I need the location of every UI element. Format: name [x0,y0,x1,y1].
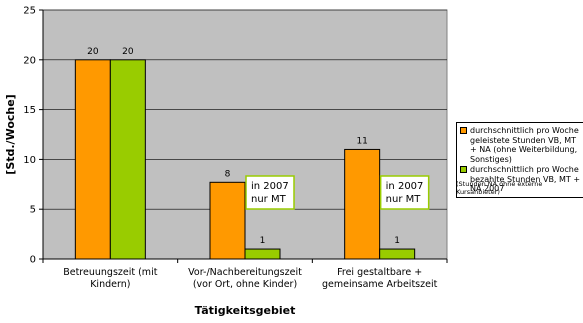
x-tick-label: gemeinsame Arbeitszeit [322,279,438,290]
data-label: 20 [122,47,134,57]
y-tick-label: 0 [30,255,36,266]
legend-item: durchschnittlich pro Woche bezahlte Stun… [460,165,582,194]
x-axis-title: Tätigkeitsgebiet [195,304,296,317]
data-label: 1 [394,236,400,246]
x-tick-label: Vor-/Nachbereitungszeit [188,267,302,278]
x-tick-label: (vor Ort, ohne Kinder) [193,279,297,290]
legend-swatch [460,127,467,134]
y-tick-label: 20 [23,55,36,66]
bar [344,148,381,260]
bar [379,248,416,260]
annotation-text: in 2007 [386,181,424,192]
footnote: (Stunden NA ohne externe Kursanbieter) [456,180,543,196]
legend-label: durchschnittlich pro Woche geleistete St… [470,126,579,164]
annotation-text: in 2007 [251,181,289,192]
annotation-box [379,175,430,210]
x-tick-label: Betreuungszeit (mit [63,267,157,278]
bar [209,181,246,260]
legend-label: durchschnittlich pro Woche bezahlte Stun… [470,165,581,193]
annotation-callout: in 2007 nur MT [245,175,295,210]
bar [74,59,111,260]
y-tick-label: 5 [30,205,36,216]
bar [244,248,281,260]
x-tick-label: Frei gestaltbare + [337,267,422,278]
bars [74,59,416,260]
data-label: 1 [260,236,266,246]
data-label: 11 [356,136,367,146]
annotation-text: nur MT [251,194,287,205]
annotation-text: nur MT [386,194,422,205]
annotation-callout: in 2007 nur MT [379,175,430,210]
y-axis-title: [Std./Woche] [4,94,17,174]
x-tick-label: Kindern) [90,279,130,290]
legend: durchschnittlich pro Woche geleistete St… [456,122,583,198]
data-label: 20 [87,47,99,57]
y-tick-label: 15 [23,105,36,116]
y-tick-label: 25 [23,6,36,17]
y-tick-label: 10 [23,155,36,166]
bar [109,59,146,260]
data-label: 8 [225,169,231,179]
annotation-box [245,175,295,210]
legend-item: durchschnittlich pro Woche geleistete St… [460,126,582,164]
legend-swatch [460,166,467,173]
